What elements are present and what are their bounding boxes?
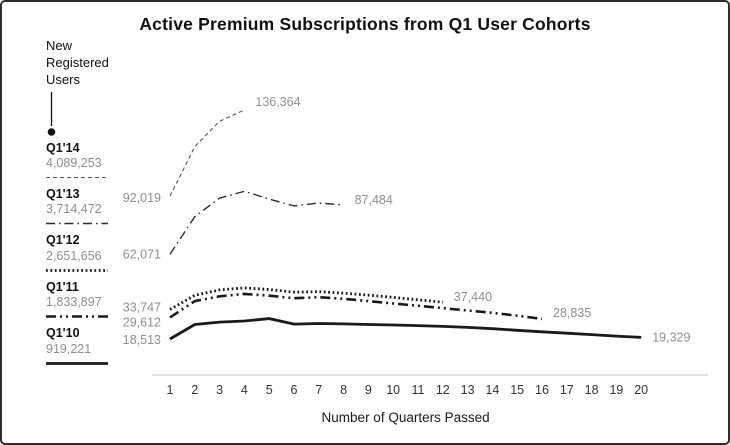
series-line-Q1'10 <box>169 317 642 341</box>
x-tick-label: 4 <box>241 383 248 397</box>
series-start-label: 18,513 <box>123 333 161 347</box>
legend-heading-line: Users <box>46 71 80 87</box>
x-tick-label: 6 <box>291 383 298 397</box>
legend-heading-line: Registered <box>46 54 109 70</box>
cohort-label: Q1'13 <box>46 187 80 202</box>
x-tick-label: 13 <box>461 383 475 397</box>
series-line-Q1'13 <box>169 190 344 255</box>
legend-cohort: Q1'10 919,221 <box>46 326 158 366</box>
cohort-label: Q1'12 <box>46 233 80 248</box>
x-tick-label: 12 <box>436 383 450 397</box>
x-tick-label: 10 <box>386 383 400 397</box>
series-end-label: 19,329 <box>652 330 690 344</box>
legend-line-sample <box>46 176 108 179</box>
x-tick-label: 2 <box>191 383 198 397</box>
series-start-label: 33,747 <box>123 300 161 314</box>
legend-heading: New Registered Users <box>46 38 158 89</box>
legend-heading-line: New <box>46 38 73 53</box>
x-tick-label: 8 <box>340 383 347 397</box>
x-tick-label: 19 <box>609 383 623 397</box>
series-end-label: 37,440 <box>454 290 492 304</box>
legend-cohort: Q1'12 2,651,656 <box>46 233 158 273</box>
cohort-users-count: 919,221 <box>46 341 92 356</box>
series-line-Q1'14 <box>169 109 245 197</box>
legend-line-sample <box>46 268 108 272</box>
legend-cohort: Q1'14 4,089,253 <box>46 141 158 181</box>
x-tick-label: 7 <box>315 383 322 397</box>
x-tick-label: 3 <box>216 383 223 397</box>
legend-line-sample <box>46 315 108 318</box>
legend-line-sample <box>46 361 108 365</box>
legend-pointer-icon <box>47 91 56 136</box>
cohort-label: Q1'11 <box>46 279 79 294</box>
x-tick-label: 20 <box>634 383 648 397</box>
series-start-label: 92,019 <box>123 191 161 205</box>
legend-cohort: Q1'13 3,714,472 <box>46 187 158 227</box>
x-tick-label: 17 <box>560 383 574 397</box>
x-tick-label: 18 <box>585 383 599 397</box>
series-end-label: 87,484 <box>355 193 393 207</box>
series-start-label: 62,071 <box>123 247 161 261</box>
x-tick-label: 11 <box>412 383 425 397</box>
legend-line-sample <box>46 223 108 225</box>
series-end-label: 28,835 <box>553 306 591 320</box>
x-tick-label: 5 <box>266 383 273 397</box>
series-line-Q1'12 <box>169 286 443 311</box>
x-tick-label: 1 <box>167 383 174 397</box>
cohort-users-count: 4,089,253 <box>46 156 102 171</box>
cohort-users-count: 1,833,897 <box>46 295 102 310</box>
x-tick-label: 16 <box>535 383 549 397</box>
cohort-users-count: 2,651,656 <box>46 248 102 263</box>
legend-cohort: Q1'11 1,833,897 <box>46 280 158 320</box>
cohort-label: Q1'10 <box>46 326 80 341</box>
x-tick-label: 14 <box>485 383 499 397</box>
x-tick-label: 9 <box>365 383 372 397</box>
cohort-label: Q1'14 <box>46 140 80 155</box>
cohort-users-count: 3,714,472 <box>46 202 102 217</box>
x-tick-label: 15 <box>510 383 524 397</box>
series-line-Q1'11 <box>169 292 543 321</box>
x-axis-title: Number of Quarters Passed <box>322 410 490 425</box>
cohort-legend: New Registered Users Q1'14 4,089,253 Q1'… <box>46 38 158 373</box>
chart-title: Active Premium Subscriptions from Q1 Use… <box>139 14 591 34</box>
series-end-label: 136,364 <box>255 95 300 109</box>
series-start-label: 29,612 <box>123 315 161 329</box>
